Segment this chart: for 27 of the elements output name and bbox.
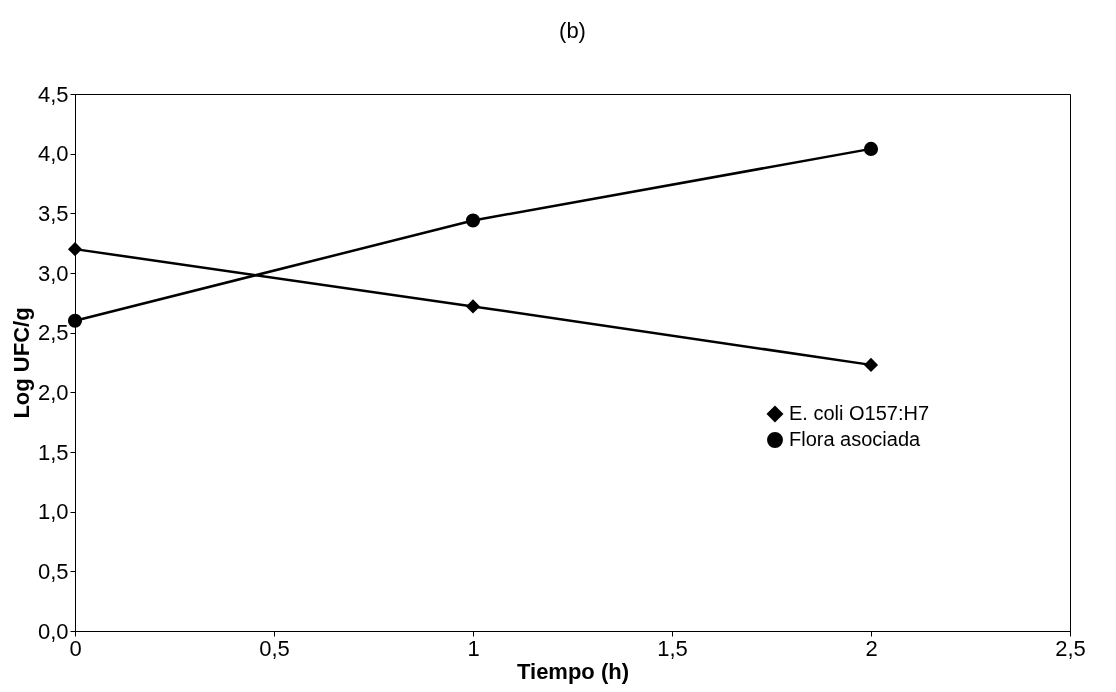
y-tick-label: 4,0 [37,141,69,167]
point [863,141,879,156]
y-tick-label: 3,5 [37,200,69,226]
y-tick-label: 4,5 [37,81,69,107]
y-axis-title: Log UFC/g [8,307,34,419]
y-tick-label: 3,0 [37,260,69,286]
point [465,213,481,228]
x-tick-label: 0,5 [259,635,290,661]
y-tick-label: 1,5 [37,439,69,465]
chart-title: (b) [559,18,586,43]
x-tick-label: 1 [467,635,480,661]
x-tick-label: 0 [69,635,82,661]
x-tick-label: 2 [865,635,878,661]
point [465,299,481,314]
y-tick-label: 2,0 [37,379,69,405]
point [863,357,879,372]
y-tick-label: 0,0 [37,618,69,644]
legend-label: E. coli O157:H7 [789,402,930,424]
point [67,313,83,328]
point [67,242,83,257]
y-tick-label: 1,0 [37,499,69,525]
x-tick-label: 1,5 [657,635,688,661]
legend-label: Flora asociada [789,428,922,450]
y-tick-label: 2,5 [37,320,69,346]
x-tick-label: 2,5 [1055,635,1086,661]
y-tick-label: 0,5 [37,558,69,584]
x-axis-title: Tiempo (h) [516,658,630,684]
